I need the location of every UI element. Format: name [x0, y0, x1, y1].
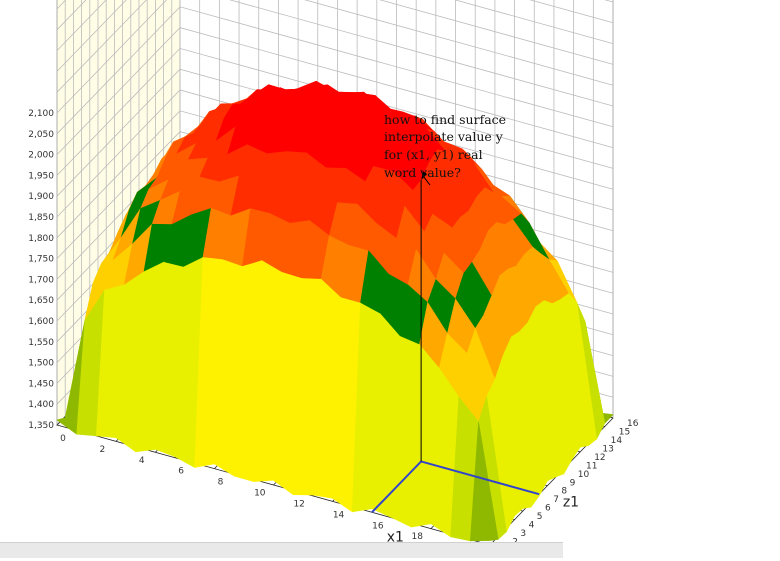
- y-tick-label: 1,850: [28, 213, 54, 223]
- y-tick-label: 1,400: [28, 400, 54, 410]
- x-axis-label: x1: [387, 529, 404, 545]
- z-tick-label: 12: [594, 453, 605, 463]
- y-tick-label: 1,550: [28, 338, 54, 348]
- y-tick-label: 1,700: [28, 275, 54, 285]
- z-tick-label: 5: [537, 512, 543, 522]
- x-tick-label: 10: [254, 489, 266, 499]
- x-tick-label: 14: [333, 510, 345, 520]
- y-tick-label: 1,350: [28, 421, 54, 431]
- y-tick-label: 1,600: [28, 317, 54, 327]
- z-tick-label: 14: [611, 436, 623, 446]
- x-tick-label: 12: [293, 499, 304, 509]
- z-tick-label: 10: [578, 470, 590, 480]
- z-tick-label: 3: [520, 529, 526, 539]
- surface-patch: [469, 421, 499, 542]
- x-tick-label: 6: [178, 467, 184, 477]
- y-tick-label: 2,000: [28, 151, 54, 161]
- y-tick-label: 1,750: [28, 255, 54, 265]
- y-tick-label: 1,800: [28, 234, 54, 244]
- z-tick-label: 7: [553, 495, 559, 505]
- scrollbar-strip[interactable]: [0, 542, 563, 558]
- tick-labels: 1,350 1,400 1,450 1,500 1,550 1,600 1,650 1,700…: [28, 109, 639, 561]
- z-tick-label: 15: [619, 427, 630, 437]
- y-tick-label: 1,450: [28, 379, 54, 389]
- y-tick-label: 1,500: [28, 359, 54, 369]
- z-tick-label: 6: [545, 504, 551, 514]
- z-axis-label: z1: [563, 495, 579, 511]
- x-tick-label: 8: [218, 478, 224, 488]
- x-tick-label: 16: [372, 521, 384, 531]
- side-panel: [697, 0, 780, 542]
- overlay: [371, 171, 540, 513]
- x-tick-label: 18: [412, 532, 424, 542]
- annotation-line-2: interpolate value y: [384, 129, 504, 144]
- annotation-line-4: word value?: [384, 165, 461, 180]
- z-tick-label: 16: [627, 419, 639, 429]
- x-tick-label: 2: [99, 445, 105, 455]
- x-tick-label: 0: [60, 434, 66, 444]
- y-tick-label: 1,900: [28, 192, 54, 202]
- annotation-arrow: [422, 175, 431, 186]
- z-tick-label: 11: [586, 461, 597, 471]
- annotation-line-3: for (x1, y1) real: [384, 147, 483, 162]
- z-tick-label: 4: [529, 521, 535, 531]
- z-tick-label: 8: [561, 487, 567, 497]
- y-tick-label: 2,050: [28, 130, 54, 140]
- y-tick-label: 1,950: [28, 171, 54, 181]
- y-tick-label: 2,100: [28, 109, 54, 119]
- y-tick-label: 1,650: [28, 296, 54, 306]
- z-tick-label: 9: [570, 478, 576, 488]
- z-tick-label: 13: [602, 444, 613, 454]
- arrow-head: [421, 171, 428, 181]
- annotation-line-1: how to find surface: [384, 112, 506, 127]
- annotation: how to find surface interpolate value y …: [384, 112, 506, 180]
- x-tick-label: 4: [139, 456, 145, 466]
- surface: [56, 80, 614, 542]
